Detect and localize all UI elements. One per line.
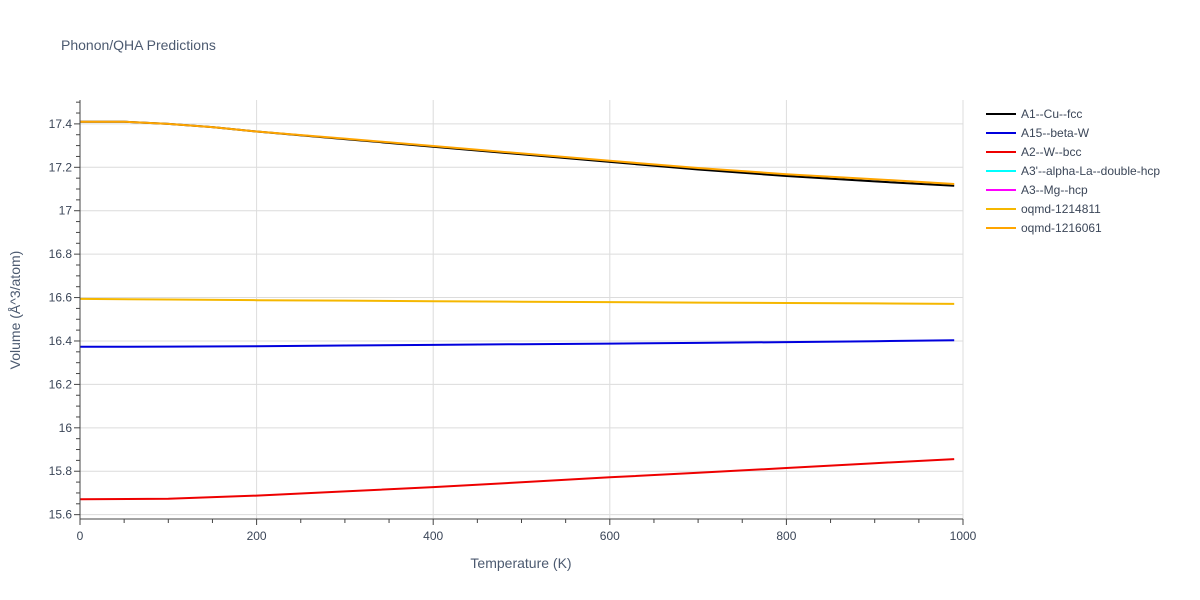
legend-item[interactable]: A15--beta-W bbox=[986, 126, 1090, 140]
legend: A1--Cu--fcc A15--beta-W A2--W--bcc A3'--alp… bbox=[986, 107, 1160, 235]
legend-label: A15--beta-W bbox=[1021, 126, 1090, 140]
series-line-1 bbox=[79, 339, 955, 348]
legend-label: A3'--alpha-La--double-hcp bbox=[1021, 164, 1160, 178]
legend-label: oqmd-1216061 bbox=[1021, 221, 1102, 235]
y-tick-label: 17 bbox=[59, 204, 73, 218]
y-tick-label: 15.6 bbox=[49, 508, 73, 522]
axes: 0 200 400 600 800 1000 15.6 15.8 16 16.2 16.4 16.6 1… bbox=[49, 100, 977, 543]
gridlines bbox=[80, 100, 964, 519]
y-tick-label: 16.8 bbox=[49, 247, 73, 261]
legend-item[interactable]: oqmd-1214811 bbox=[986, 202, 1101, 216]
x-tick-label: 400 bbox=[423, 529, 443, 543]
chart-title: Phonon/QHA Predictions bbox=[61, 37, 216, 53]
series-line-5 bbox=[79, 297, 955, 305]
y-tick-label: 17.4 bbox=[49, 117, 73, 131]
y-tick-label: 17.2 bbox=[49, 160, 73, 174]
y-tick-label: 16 bbox=[59, 421, 73, 435]
series-line-2 bbox=[79, 458, 955, 501]
y-tick-label: 16.2 bbox=[49, 377, 73, 391]
x-tick-label: 600 bbox=[600, 529, 620, 543]
legend-label: A3--Mg--hcp bbox=[1021, 183, 1088, 197]
legend-item[interactable]: oqmd-1216061 bbox=[986, 221, 1102, 235]
y-tick-label: 16.4 bbox=[49, 334, 73, 348]
legend-item[interactable]: A1--Cu--fcc bbox=[986, 107, 1082, 121]
x-tick-label: 800 bbox=[776, 529, 796, 543]
series-lines bbox=[79, 120, 955, 501]
x-axis-title: Temperature (K) bbox=[470, 555, 571, 571]
legend-label: A1--Cu--fcc bbox=[1021, 107, 1082, 121]
y-axis-title: Volume (Å^3/atom) bbox=[7, 251, 23, 370]
y-tick-label: 15.8 bbox=[49, 464, 73, 478]
x-tick-label: 1000 bbox=[950, 529, 977, 543]
legend-item[interactable]: A3--Mg--hcp bbox=[986, 183, 1088, 197]
x-tick-label: 0 bbox=[77, 529, 84, 543]
x-tick-label: 200 bbox=[247, 529, 267, 543]
legend-label: oqmd-1214811 bbox=[1021, 202, 1101, 216]
legend-label: A2--W--bcc bbox=[1021, 145, 1081, 159]
legend-item[interactable]: A2--W--bcc bbox=[986, 145, 1081, 159]
y-tick-label: 16.6 bbox=[49, 291, 73, 305]
series-line-6 bbox=[80, 120, 955, 185]
legend-item[interactable]: A3'--alpha-La--double-hcp bbox=[986, 164, 1160, 178]
